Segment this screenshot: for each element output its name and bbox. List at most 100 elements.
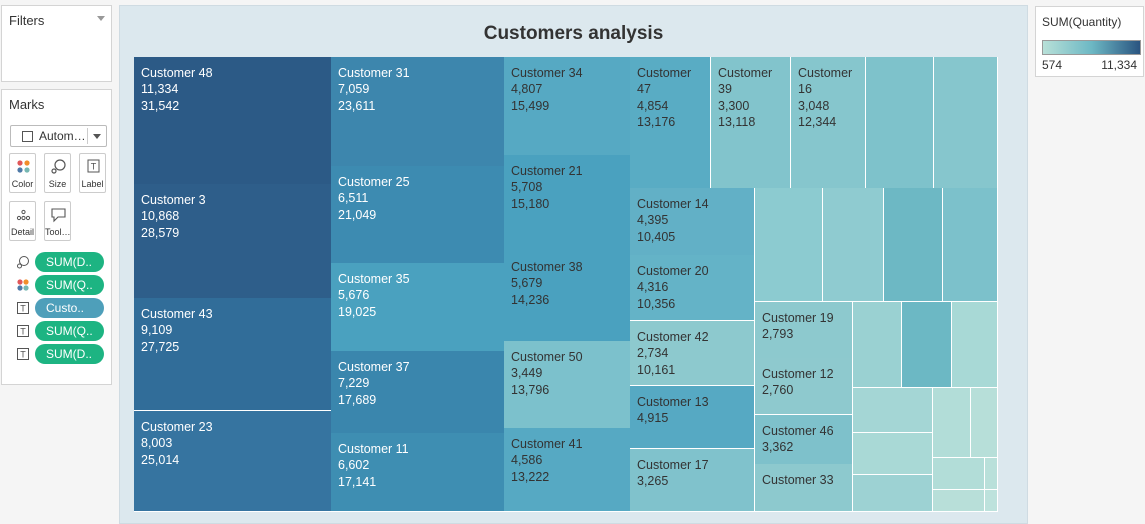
pill-label-discount-field[interactable]: SUM(D.. bbox=[35, 344, 104, 364]
treemap-tile[interactable]: Customer 42 2,734 10,161 bbox=[630, 321, 755, 386]
tile-label: Customer 48 11,334 31,542 bbox=[141, 66, 213, 113]
label-icon: T bbox=[87, 159, 100, 173]
chevron-down-icon bbox=[93, 134, 101, 139]
tile-label: Customer 33 bbox=[762, 473, 834, 487]
treemap-tile[interactable] bbox=[943, 188, 998, 302]
treemap-tile[interactable]: Customer 3 10,868 28,579 bbox=[134, 184, 332, 299]
legend-min-value: 574 bbox=[1042, 58, 1063, 72]
size-icon bbox=[17, 256, 29, 269]
treemap-tile[interactable]: Customer 19 2,793 bbox=[755, 302, 853, 359]
tile-label: Customer 35 5,676 19,025 bbox=[338, 272, 410, 319]
color-button[interactable]: Color bbox=[9, 153, 36, 193]
tooltip-icon bbox=[51, 208, 66, 223]
treemap-tile[interactable] bbox=[952, 302, 998, 388]
mark-type-dropdown[interactable]: Autom… bbox=[10, 125, 107, 147]
tile-label: Customer 14 4,395 10,405 bbox=[637, 197, 709, 244]
filters-shelf[interactable]: Filters bbox=[1, 5, 112, 82]
label-button[interactable]: T Label bbox=[79, 153, 106, 193]
tile-label: Customer 11 6,602 17,141 bbox=[338, 442, 409, 489]
treemap-tile[interactable] bbox=[985, 490, 998, 512]
legend-title: SUM(Quantity) bbox=[1042, 15, 1122, 29]
treemap-tile[interactable]: Customer 48 11,334 31,542 bbox=[134, 57, 332, 185]
treemap-tile[interactable] bbox=[884, 188, 943, 302]
filters-title: Filters bbox=[9, 13, 45, 28]
treemap-tile[interactable]: Customer 47 4,854 13,176 bbox=[630, 57, 711, 189]
tile-label: Customer 21 5,708 15,180 bbox=[511, 164, 583, 211]
tile-label: Customer 47 4,854 13,176 bbox=[637, 66, 692, 130]
treemap-tile[interactable]: Customer 16 3,048 12,344 bbox=[791, 57, 866, 189]
marks-card: Marks Autom… Color Size T Label bbox=[1, 89, 112, 385]
color-legend: SUM(Quantity) 574 11,334 bbox=[1035, 6, 1144, 77]
treemap-tile[interactable]: Customer 14 4,395 10,405 bbox=[630, 188, 755, 256]
treemap-tile[interactable] bbox=[853, 388, 933, 433]
treemap-tile[interactable] bbox=[933, 458, 985, 490]
treemap-tile[interactable] bbox=[971, 388, 998, 458]
svg-text:T: T bbox=[91, 162, 97, 172]
treemap-tile[interactable]: Customer 46 3,362 bbox=[755, 415, 853, 465]
tile-label: Customer 23 8,003 25,014 bbox=[141, 420, 213, 467]
treemap-tile[interactable] bbox=[853, 433, 933, 475]
color-icon bbox=[17, 279, 29, 291]
treemap-tile[interactable]: Customer 20 4,316 10,356 bbox=[630, 255, 755, 321]
filters-dropdown-icon[interactable] bbox=[97, 16, 105, 21]
treemap-tile[interactable] bbox=[755, 188, 823, 302]
marks-title: Marks bbox=[9, 97, 45, 112]
tile-label: Customer 41 4,586 13,222 bbox=[511, 437, 583, 484]
size-button-label: Size bbox=[48, 179, 67, 189]
treemap-tile[interactable] bbox=[985, 458, 998, 490]
tile-label: Customer 17 3,265 bbox=[637, 458, 709, 489]
tile-label: Customer 20 4,316 10,356 bbox=[637, 264, 709, 311]
tile-label: Customer 42 2,734 10,161 bbox=[637, 330, 709, 377]
treemap-tile[interactable]: Customer 35 5,676 19,025 bbox=[331, 263, 505, 352]
treemap-tile[interactable] bbox=[934, 57, 998, 189]
treemap-tile[interactable]: Customer 17 3,265 bbox=[630, 449, 755, 512]
treemap-tile[interactable]: Customer 43 9,109 27,725 bbox=[134, 298, 332, 411]
treemap-tile[interactable] bbox=[933, 388, 971, 458]
pill-label-customer-field[interactable]: Custo.. bbox=[35, 298, 104, 318]
treemap-tile[interactable]: Customer 12 2,760 bbox=[755, 358, 853, 415]
label-icon: T bbox=[17, 302, 29, 314]
svg-text:T: T bbox=[20, 304, 26, 314]
worksheet-view: Customers analysis Customer 48 11,334 31… bbox=[119, 5, 1028, 524]
treemap-tile[interactable]: Customer 23 8,003 25,014 bbox=[134, 411, 332, 512]
tooltip-button[interactable]: Tool… bbox=[44, 201, 71, 241]
treemap-tile[interactable]: Customer 11 6,602 17,141 bbox=[331, 433, 505, 512]
treemap-tile[interactable]: Customer 31 7,059 23,611 bbox=[331, 57, 505, 167]
tile-label: Customer 34 4,807 15,499 bbox=[511, 66, 583, 113]
tile-label: Customer 16 3,048 12,344 bbox=[798, 66, 853, 130]
detail-button[interactable]: Detail bbox=[9, 201, 36, 241]
square-icon bbox=[22, 131, 33, 142]
treemap-tile[interactable]: Customer 41 4,586 13,222 bbox=[504, 428, 631, 512]
svg-text:T: T bbox=[20, 327, 26, 337]
treemap-tile[interactable]: Customer 37 7,229 17,689 bbox=[331, 351, 505, 434]
treemap-tile[interactable]: Customer 25 6,511 21,049 bbox=[331, 166, 505, 264]
mark-type-label: Autom… bbox=[39, 129, 86, 143]
size-button[interactable]: Size bbox=[44, 153, 71, 193]
treemap-tile[interactable] bbox=[866, 57, 934, 189]
treemap-tile[interactable]: Customer 13 4,915 bbox=[630, 386, 755, 449]
tile-label: Customer 13 4,915 bbox=[637, 395, 709, 426]
tile-label: Customer 50 3,449 13,796 bbox=[511, 350, 583, 397]
treemap-tile[interactable] bbox=[853, 475, 933, 512]
color-button-label: Color bbox=[11, 179, 34, 189]
treemap-tile[interactable]: Customer 33 bbox=[755, 464, 853, 512]
pill-size-field[interactable]: SUM(D.. bbox=[35, 252, 104, 272]
svg-text:T: T bbox=[20, 350, 26, 360]
tile-label: Customer 19 2,793 bbox=[762, 311, 834, 342]
treemap-tile[interactable] bbox=[853, 302, 902, 388]
treemap-tile[interactable]: Customer 21 5,708 15,180 bbox=[504, 155, 631, 252]
detail-icon bbox=[16, 209, 31, 221]
treemap-tile[interactable]: Customer 50 3,449 13,796 bbox=[504, 341, 631, 429]
color-icon bbox=[17, 160, 30, 173]
pill-label-quantity-field[interactable]: SUM(Q.. bbox=[35, 321, 104, 341]
detail-button-label: Detail bbox=[10, 227, 34, 237]
treemap-tile[interactable] bbox=[902, 302, 952, 388]
treemap-tile[interactable] bbox=[823, 188, 884, 302]
pill-color-field[interactable]: SUM(Q.. bbox=[35, 275, 104, 295]
treemap-tile[interactable]: Customer 39 3,300 13,118 bbox=[711, 57, 791, 189]
tile-label: Customer 12 2,760 bbox=[762, 367, 834, 398]
treemap-tile[interactable]: Customer 34 4,807 15,499 bbox=[504, 57, 631, 156]
treemap-tile[interactable]: Customer 38 5,679 14,236 bbox=[504, 251, 631, 342]
treemap-tile[interactable] bbox=[933, 490, 985, 512]
tile-label: Customer 37 7,229 17,689 bbox=[338, 360, 410, 407]
